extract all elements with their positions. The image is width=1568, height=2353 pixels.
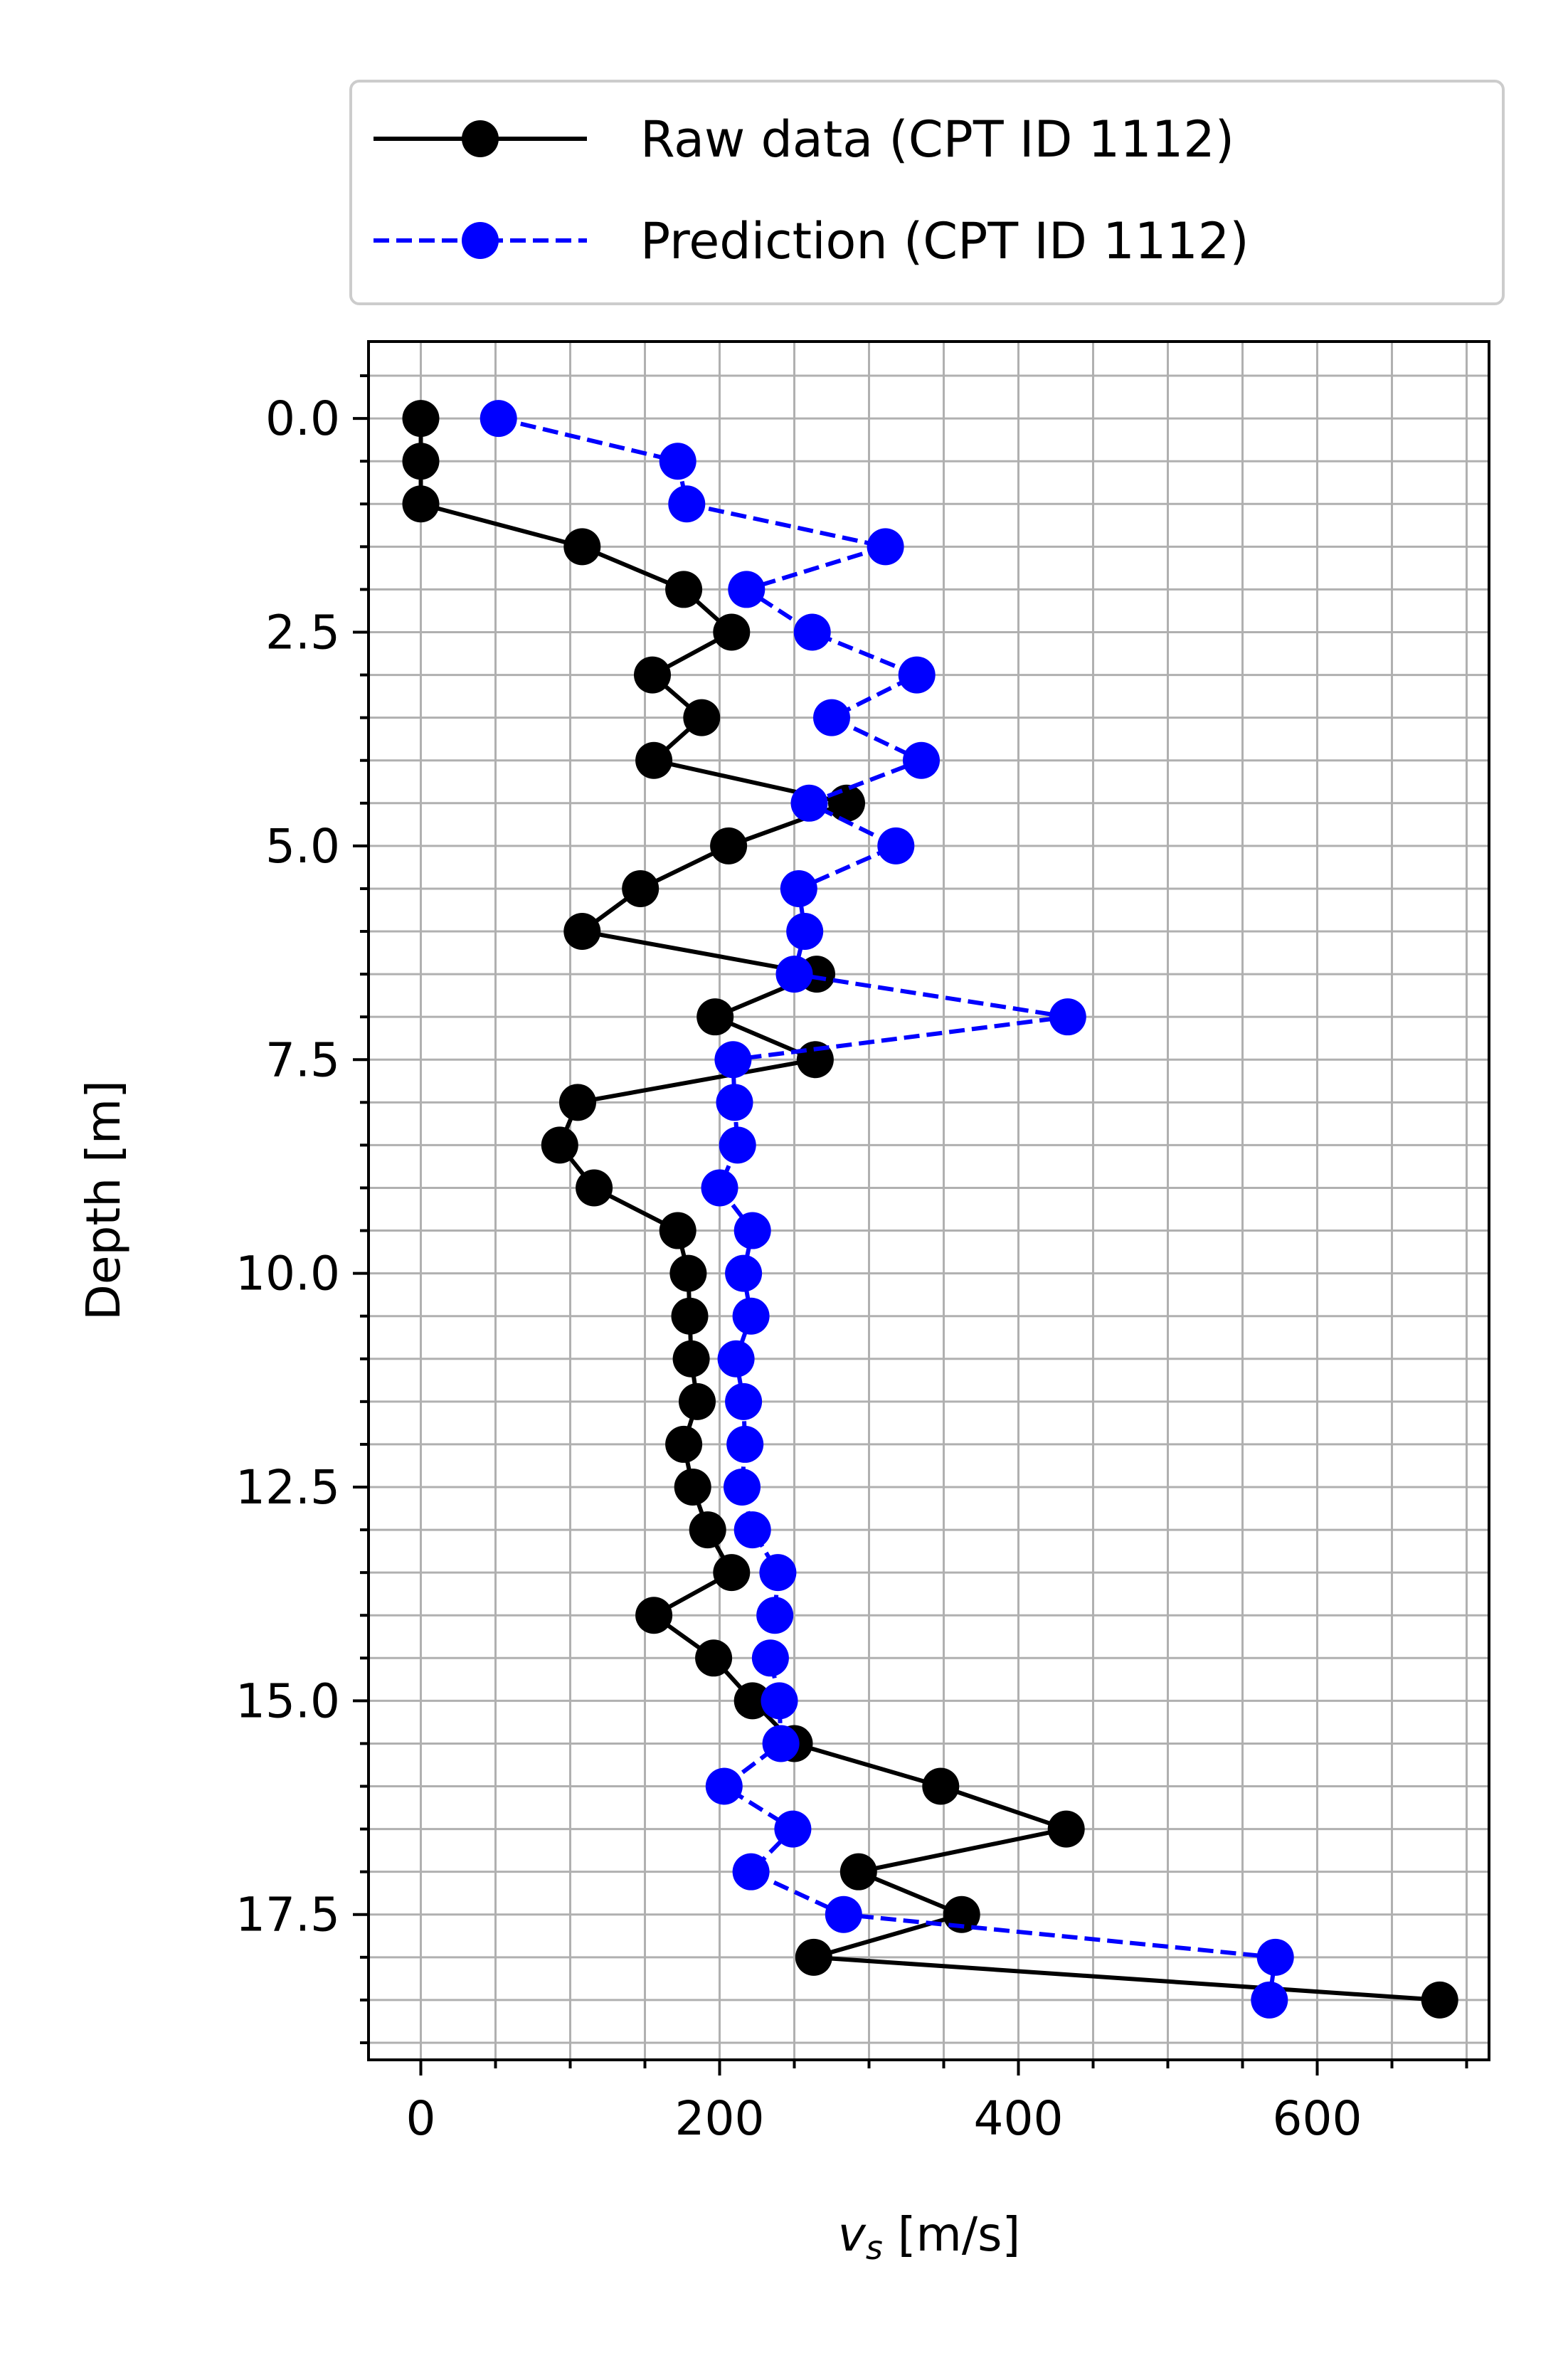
legend-prediction-marker — [462, 222, 499, 259]
data-point — [705, 1767, 743, 1805]
data-point — [713, 613, 751, 651]
x-tick-label: 600 — [1273, 2091, 1362, 2146]
data-point — [659, 1212, 696, 1249]
data-point — [622, 869, 659, 907]
data-point — [701, 1169, 738, 1207]
data-point — [762, 1725, 800, 1762]
legend-prediction-label: Prediction (CPT ID 1112) — [640, 212, 1249, 270]
data-point — [634, 656, 671, 694]
data-point — [867, 528, 904, 566]
data-point — [898, 656, 936, 694]
data-point — [790, 784, 828, 822]
data-point — [689, 1511, 726, 1549]
data-point — [726, 1425, 764, 1463]
data-point — [793, 613, 831, 651]
data-point — [795, 1938, 832, 1976]
data-point — [563, 913, 601, 951]
series-prediction — [480, 400, 1294, 2019]
data-point — [480, 400, 517, 438]
data-point — [825, 1895, 862, 1933]
data-point — [922, 1767, 960, 1805]
x-axis-label: vs [m/s] — [838, 2207, 1020, 2267]
data-point — [695, 1639, 733, 1677]
data-point — [813, 699, 850, 736]
data-point — [665, 1425, 703, 1463]
data-point — [775, 956, 813, 993]
data-point — [761, 1682, 798, 1720]
data-point — [541, 1126, 578, 1164]
y-tick-label: 15.0 — [235, 1673, 340, 1728]
data-point — [671, 1297, 709, 1335]
plot-frame — [367, 340, 1490, 2061]
data-point — [669, 1254, 707, 1292]
data-point — [672, 1340, 710, 1378]
data-point — [635, 741, 673, 779]
data-point — [732, 1297, 770, 1335]
data-point — [659, 443, 696, 480]
data-point — [839, 1853, 877, 1891]
data-point — [1049, 998, 1086, 1036]
data-point — [759, 1554, 797, 1592]
data-point — [751, 1639, 789, 1677]
x-tick-label: 0 — [406, 2091, 436, 2146]
data-point — [756, 1597, 794, 1634]
x-tick-label: 200 — [675, 2091, 765, 2146]
x-tick-label: 400 — [974, 2091, 1064, 2146]
y-tick-label: 5.0 — [265, 819, 340, 874]
y-tick-label: 0.0 — [265, 391, 340, 446]
legend-frame — [349, 80, 1505, 305]
data-point — [716, 1084, 753, 1121]
data-point — [679, 1382, 716, 1420]
y-tick-label: 7.5 — [265, 1032, 340, 1087]
data-point — [683, 699, 721, 736]
y-axis-label: Depth [m] — [76, 1080, 131, 1321]
data-point — [903, 741, 940, 779]
data-point — [828, 784, 865, 822]
data-point — [774, 1810, 812, 1848]
plot-series — [402, 400, 1458, 2019]
data-point — [713, 1554, 751, 1592]
data-point — [635, 1597, 673, 1634]
data-point — [877, 827, 915, 864]
data-point — [1251, 1981, 1288, 2019]
data-point — [725, 1382, 763, 1420]
data-point — [733, 1212, 771, 1249]
data-point — [725, 1254, 763, 1292]
axis-ticks: 0 200 400 600 0.0 2.5 5.0 7.5 10.0 12.5 15.0 17.5 — [235, 374, 1468, 2146]
data-point — [717, 1340, 755, 1378]
data-point — [714, 1041, 752, 1079]
data-point — [1421, 1981, 1458, 2019]
legend-raw-label: Raw data (CPT ID 1112) — [640, 110, 1234, 169]
data-point — [710, 827, 748, 864]
data-point — [786, 913, 824, 951]
data-point — [559, 1084, 596, 1121]
legend-raw-marker — [462, 120, 499, 157]
data-point — [719, 1126, 756, 1164]
data-point — [696, 998, 734, 1036]
data-point — [732, 1853, 770, 1891]
legend: Raw data (CPT ID 1112) Prediction (CPT I… — [349, 80, 1505, 305]
data-point — [733, 1682, 771, 1720]
data-point — [402, 400, 440, 438]
data-point — [402, 485, 440, 523]
data-point — [576, 1169, 613, 1207]
data-point — [668, 485, 706, 523]
y-tick-label: 10.0 — [235, 1247, 340, 1301]
data-point — [665, 571, 703, 608]
data-point — [563, 528, 601, 566]
data-point — [1256, 1938, 1294, 1976]
data-point — [728, 571, 766, 608]
y-tick-label: 12.5 — [235, 1460, 340, 1515]
data-point — [780, 869, 817, 907]
y-tick-label: 2.5 — [265, 606, 340, 660]
data-point — [674, 1469, 711, 1506]
data-point — [402, 443, 440, 480]
data-point — [724, 1469, 761, 1506]
data-point — [733, 1511, 771, 1549]
data-point — [1047, 1810, 1085, 1848]
y-tick-label: 17.5 — [235, 1888, 340, 1942]
